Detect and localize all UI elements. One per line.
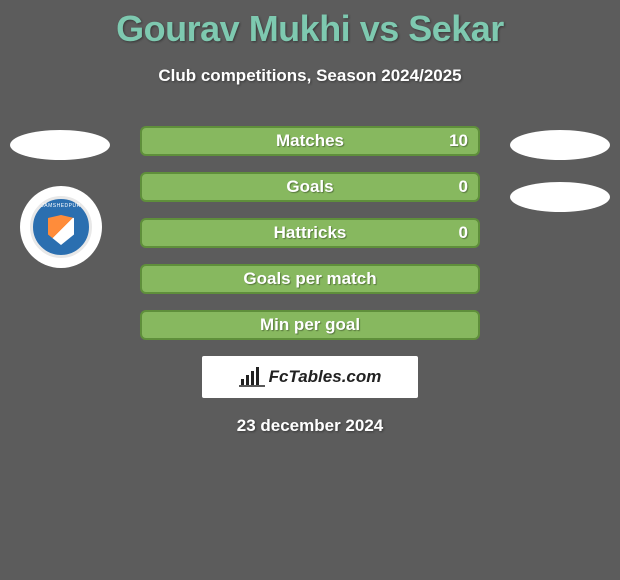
attribution-badge: FcTables.com [202, 356, 418, 398]
stat-bars: Matches 10 Goals 0 Hattricks 0 Goals per… [140, 126, 480, 340]
stat-value: 0 [459, 177, 468, 197]
page-title: Gourav Mukhi vs Sekar [0, 0, 620, 50]
stat-bar: Goals 0 [140, 172, 480, 202]
stat-row-matches: Matches 10 [140, 126, 480, 156]
stat-bar: Matches 10 [140, 126, 480, 156]
date-label: 23 december 2024 [0, 416, 620, 436]
stat-row-goals: Goals 0 [140, 172, 480, 202]
attribution-text: FcTables.com [269, 367, 382, 387]
comparison-panel: JAMSHEDPUR Matches 10 Goals 0 Hattricks … [0, 126, 620, 436]
left-club-badge: JAMSHEDPUR [20, 186, 102, 268]
right-player-slot [510, 130, 610, 160]
stat-value: 0 [459, 223, 468, 243]
club-badge-text: JAMSHEDPUR [41, 203, 80, 209]
stat-bar: Min per goal [140, 310, 480, 340]
stat-row-min-per-goal: Min per goal [140, 310, 480, 340]
left-player-slot [10, 130, 110, 160]
subtitle: Club competitions, Season 2024/2025 [0, 66, 620, 86]
stat-label: Min per goal [260, 315, 360, 335]
stat-label: Matches [276, 131, 344, 151]
bar-chart-icon [239, 367, 265, 387]
stat-label: Hattricks [274, 223, 347, 243]
stat-label: Goals [286, 177, 333, 197]
stat-bar: Goals per match [140, 264, 480, 294]
stat-bar: Hattricks 0 [140, 218, 480, 248]
stat-row-hattricks: Hattricks 0 [140, 218, 480, 248]
right-club-slot [510, 182, 610, 212]
shield-icon [48, 215, 74, 245]
stat-label: Goals per match [243, 269, 376, 289]
club-badge-inner: JAMSHEDPUR [30, 196, 92, 258]
stat-row-goals-per-match: Goals per match [140, 264, 480, 294]
stat-value: 10 [449, 131, 468, 151]
